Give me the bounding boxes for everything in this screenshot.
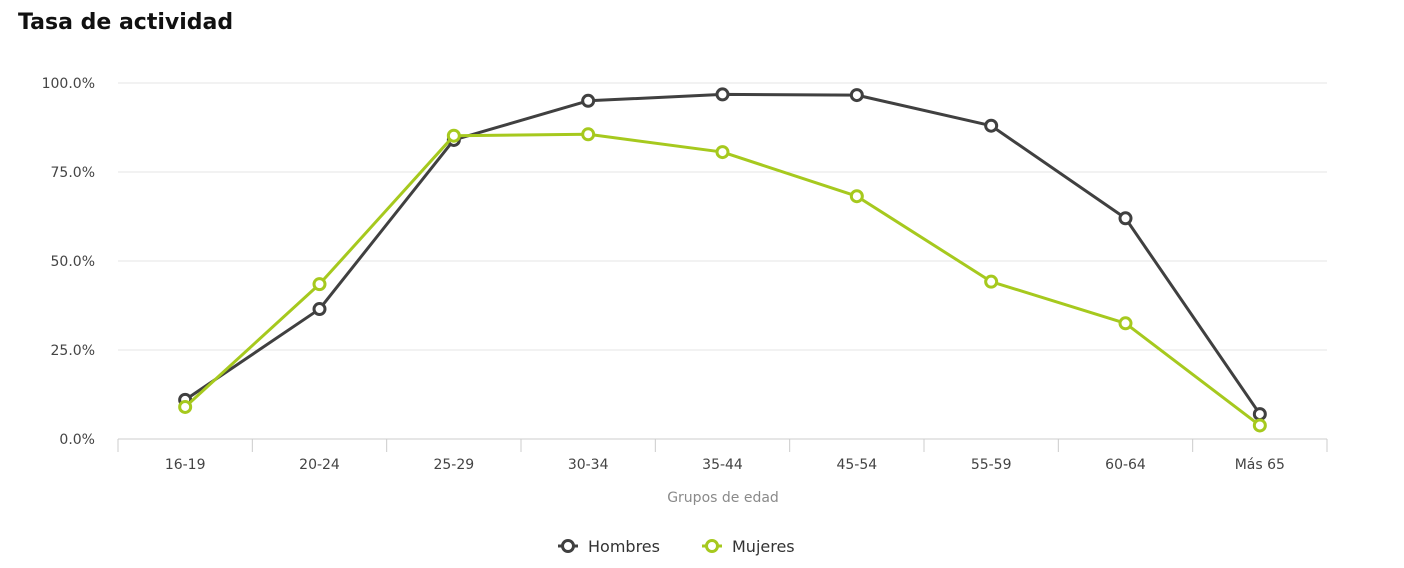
x-tick-label: 45-54 (836, 457, 877, 473)
data-point[interactable] (312, 302, 327, 317)
y-tick-label: 0.0% (59, 432, 95, 448)
legend: Hombres Mujeres (558, 537, 795, 556)
legend-item[interactable]: Hombres (588, 537, 660, 556)
x-tick-label: 35-44 (702, 457, 743, 473)
x-tick-label: 20-24 (299, 457, 340, 473)
x-tick-label: 25-29 (433, 457, 474, 473)
x-tick-label: 55-59 (971, 457, 1012, 473)
y-tick-label: 75.0% (51, 165, 95, 181)
data-point[interactable] (581, 93, 596, 108)
legend-marker (561, 539, 575, 553)
x-tick-label: 16-19 (165, 457, 206, 473)
legend-marker (705, 539, 719, 553)
data-point[interactable] (581, 127, 596, 142)
data-point[interactable] (312, 277, 327, 292)
series-lines (178, 87, 1267, 433)
grid-lines (118, 82, 1327, 351)
data-point[interactable] (446, 128, 461, 143)
y-tick-label: 50.0% (51, 254, 95, 270)
y-tick-labels: 0.0% 25.0% 50.0% 75.0% 100.0% (42, 76, 95, 448)
x-tick-label: Más 65 (1235, 457, 1285, 473)
data-point[interactable] (1118, 316, 1133, 331)
data-point[interactable] (1118, 211, 1133, 226)
data-point[interactable] (1252, 418, 1267, 433)
y-tick-label: 25.0% (51, 343, 95, 359)
y-tick-label: 100.0% (42, 76, 95, 92)
axes (117, 438, 1328, 452)
legend-item[interactable]: Mujeres (732, 537, 795, 556)
data-point[interactable] (984, 118, 999, 133)
data-point[interactable] (1252, 407, 1267, 422)
data-point[interactable] (178, 399, 193, 414)
data-point[interactable] (715, 87, 730, 102)
series-line (184, 132, 1261, 427)
data-point[interactable] (715, 145, 730, 160)
data-point[interactable] (984, 274, 999, 289)
chart-title: Tasa de actividad (18, 10, 234, 35)
x-tick-labels: 16-19 20-24 25-29 30-34 35-44 45-54 55-59 60-64… (165, 457, 1285, 473)
data-point[interactable] (849, 88, 864, 103)
x-tick-label: 30-34 (568, 457, 609, 473)
data-point[interactable] (849, 189, 864, 204)
x-tick-label: 60-64 (1105, 457, 1146, 473)
x-axis-label: Grupos de edad (667, 490, 779, 506)
